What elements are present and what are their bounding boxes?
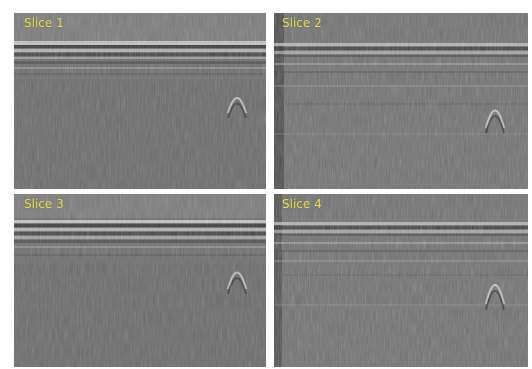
slice-3-label: Slice 3 [24, 197, 64, 211]
slice-2-label: Slice 2 [282, 16, 322, 30]
slice-1-panel: Slice 1 [14, 13, 266, 189]
slice-4-radargram [274, 194, 528, 367]
slice-2-radargram [274, 13, 528, 189]
slice-2-panel: Slice 2 [274, 13, 528, 189]
slice-1-label: Slice 1 [24, 16, 64, 30]
slice-4-label: Slice 4 [282, 197, 322, 211]
slice-3-radargram [14, 194, 266, 367]
slice-4-panel: Slice 4 [274, 194, 528, 367]
slice-1-radargram [14, 13, 266, 189]
radargram-grid: Slice 1 Slice 2 [12, 10, 530, 367]
slice-3-panel: Slice 3 [14, 194, 266, 367]
